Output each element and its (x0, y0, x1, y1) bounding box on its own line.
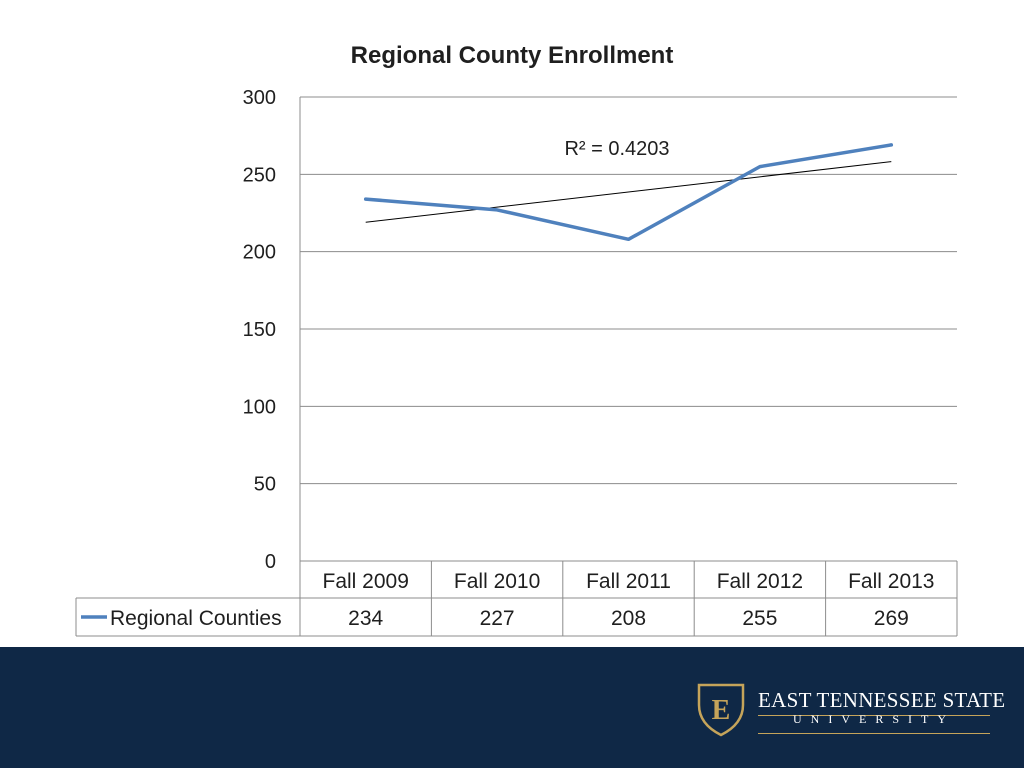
y-tick-label: 250 (243, 164, 276, 186)
chart-title: Regional County Enrollment (351, 42, 674, 69)
series-line (363, 143, 894, 242)
y-tick-label: 0 (265, 551, 276, 573)
university-name-line1: EAST TENNESSEE STATE (758, 688, 1005, 716)
series-name: Regional Counties (110, 607, 282, 630)
gridlines (299, 96, 957, 561)
y-tick-label: 300 (243, 87, 276, 109)
category-label: Fall 2011 (586, 570, 671, 593)
logo-letter: E (712, 695, 731, 726)
footer-banner (0, 647, 1024, 768)
data-value-label: 234 (348, 607, 383, 630)
r-squared-label: R² = 0.4203 (564, 138, 669, 160)
y-axis-tick-labels: 0 50 100 150 200 250 300 (243, 87, 276, 573)
line-chart: Regional County Enrollment 0 50 100 150 200 2… (75, 42, 958, 637)
data-table: Fall 2009 Fall 2010 Fall 2011 Fall 2012 Fall… (75, 560, 958, 637)
category-label: Fall 2013 (848, 570, 934, 593)
category-label: Fall 2012 (717, 570, 803, 593)
data-value-label: 269 (874, 607, 909, 630)
data-value-label: 255 (742, 607, 777, 630)
logo-divider (758, 733, 990, 734)
data-value-label: 227 (480, 607, 515, 630)
university-name-line2: UNIVERSITY (793, 712, 955, 726)
category-label: Fall 2010 (454, 570, 540, 593)
y-tick-label: 50 (254, 474, 276, 496)
etsu-logo-icon: E (697, 683, 745, 737)
data-value-label: 208 (611, 607, 646, 630)
y-tick-label: 150 (243, 319, 276, 341)
y-tick-label: 100 (243, 396, 276, 418)
series-layer (363, 143, 894, 242)
trendline (365, 161, 892, 223)
y-tick-label: 200 (243, 242, 276, 264)
category-label: Fall 2009 (323, 570, 409, 593)
